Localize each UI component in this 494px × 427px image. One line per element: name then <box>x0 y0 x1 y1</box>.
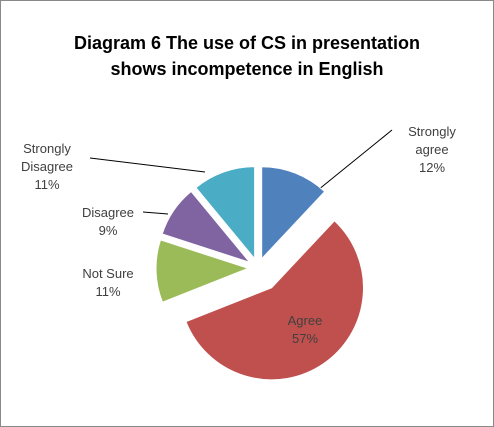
pie-slice <box>185 220 364 381</box>
pie-slice <box>155 239 250 303</box>
data-label: Agree 57% <box>275 312 335 348</box>
pie-slice <box>261 166 326 260</box>
data-label: Strongly agree 12% <box>392 123 472 177</box>
leader-line <box>89 157 206 173</box>
data-label-category: Agree <box>287 313 323 328</box>
leader-line <box>317 129 393 191</box>
data-label-value: 11% <box>34 177 60 192</box>
data-label: Not Sure 11% <box>68 265 148 301</box>
data-label-category: Not Sure <box>82 266 134 281</box>
data-label: Strongly Disagree 11% <box>2 140 92 194</box>
chart-title: Diagram 6 The use of CS in presentation … <box>73 33 421 79</box>
data-label-category: Strongly agree <box>408 124 456 157</box>
data-label-value: 9% <box>98 223 118 238</box>
leader-line <box>142 211 169 215</box>
pie-slice <box>161 190 252 264</box>
data-label-value: 57% <box>291 331 319 346</box>
pie-slice <box>195 166 256 260</box>
data-label-category: Disagree <box>81 205 135 220</box>
data-label-category: Strongly Disagree <box>20 141 74 174</box>
data-label-value: 11% <box>95 284 121 299</box>
data-label-value: 12% <box>418 160 446 175</box>
data-label: Disagree 9% <box>68 204 148 240</box>
